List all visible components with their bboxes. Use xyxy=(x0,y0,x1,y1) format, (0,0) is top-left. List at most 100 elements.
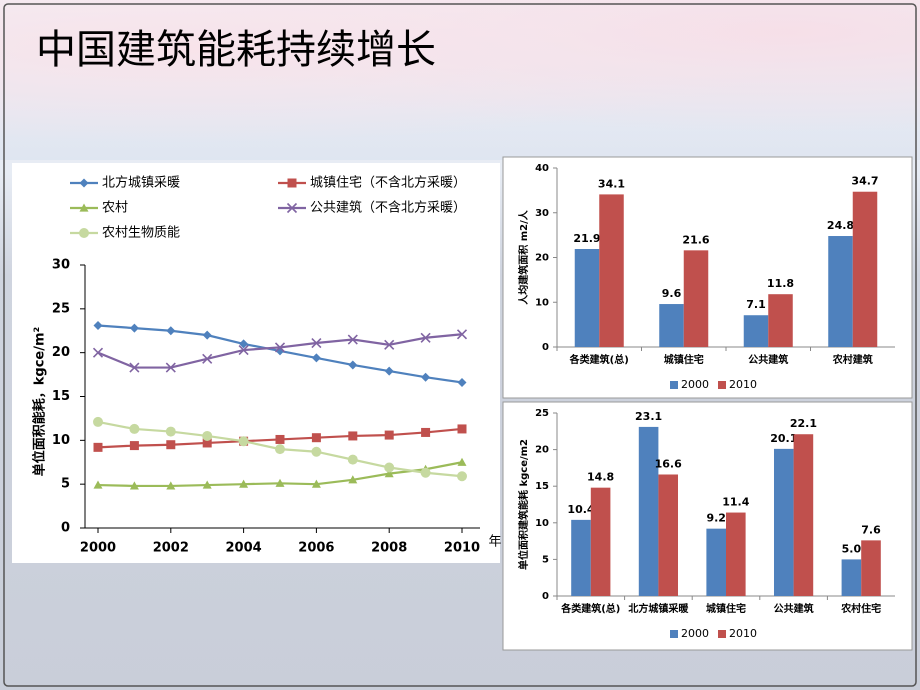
bar xyxy=(852,191,878,347)
marker xyxy=(457,457,467,466)
y-tick-label: 20 xyxy=(52,345,70,360)
x-tick-label: 2008 xyxy=(371,541,407,556)
bar xyxy=(861,540,881,596)
marker xyxy=(421,427,431,437)
marker xyxy=(384,430,394,440)
bar xyxy=(828,236,853,347)
y-tick-label: 10 xyxy=(535,518,549,529)
y-tick-label: 10 xyxy=(52,433,70,448)
bar xyxy=(768,294,793,347)
marker xyxy=(129,481,139,490)
y-tick-label: 20 xyxy=(535,253,549,264)
legend-label: 城镇住宅（不含北方采暖） xyxy=(310,175,466,191)
marker xyxy=(129,323,139,333)
marker xyxy=(311,433,321,443)
marker xyxy=(348,360,358,370)
marker xyxy=(311,479,321,488)
bar xyxy=(659,304,684,347)
x-tick-label: 城镇住宅 xyxy=(706,602,746,615)
x-tick-label: 农村住宅 xyxy=(840,602,881,615)
marker xyxy=(166,481,176,490)
marker xyxy=(129,423,140,434)
bar xyxy=(658,474,679,596)
y-tick-label: 10 xyxy=(535,297,549,308)
marker xyxy=(384,469,394,478)
value-label: 23.1 xyxy=(635,410,662,423)
slide-title: 中国建筑能耗持续增长 xyxy=(36,27,436,73)
legend-label: 农村生物质能 xyxy=(102,226,180,241)
marker xyxy=(384,366,394,376)
value-label: 14.8 xyxy=(587,471,614,484)
value-label: 11.8 xyxy=(767,277,794,290)
marker xyxy=(238,344,249,356)
y-tick-label: 15 xyxy=(535,481,549,492)
x-tick-label: 2004 xyxy=(226,541,262,556)
bar xyxy=(773,448,794,596)
legend-label: 2010 xyxy=(729,627,757,640)
value-label: 7.6 xyxy=(861,523,881,536)
value-label: 24.8 xyxy=(827,219,854,232)
bar xyxy=(590,487,611,596)
x-tick-label: 北方城镇采暖 xyxy=(628,602,689,615)
marker xyxy=(457,377,467,387)
y-tick-label: 20 xyxy=(535,445,549,456)
y-tick-label: 0 xyxy=(542,342,549,353)
legend-swatch xyxy=(718,630,726,638)
value-label: 34.1 xyxy=(598,177,625,190)
bar xyxy=(706,528,726,596)
y-axis-title: 人均建筑面积 m2/人 xyxy=(517,209,530,305)
marker xyxy=(129,362,140,373)
marker xyxy=(286,202,298,214)
value-label: 20.1 xyxy=(770,432,797,445)
legend-label: 农村 xyxy=(102,201,128,216)
marker xyxy=(239,479,249,488)
bar xyxy=(574,248,600,347)
y-tick-label: 40 xyxy=(535,163,549,174)
marker xyxy=(238,436,249,447)
value-label: 16.6 xyxy=(655,457,682,470)
marker xyxy=(275,444,285,455)
legend-label: 2000 xyxy=(681,378,709,391)
y-tick-label: 25 xyxy=(52,301,70,316)
marker xyxy=(348,431,358,441)
value-label: 34.7 xyxy=(851,175,878,188)
marker xyxy=(347,454,358,465)
value-label: 7.1 xyxy=(746,298,766,311)
slide-frame xyxy=(3,3,917,687)
marker xyxy=(420,467,431,478)
value-label: 21.9 xyxy=(573,232,600,245)
x-axis-title: 年 xyxy=(488,535,501,550)
marker xyxy=(202,438,212,448)
bar xyxy=(841,559,862,596)
bar xyxy=(599,194,624,347)
marker xyxy=(166,326,176,336)
marker xyxy=(287,178,297,188)
marker xyxy=(348,475,358,484)
legend-swatch xyxy=(718,381,726,389)
bar xyxy=(793,434,814,596)
marker xyxy=(92,347,104,358)
x-tick-label: 2000 xyxy=(80,541,116,556)
marker xyxy=(165,362,176,373)
x-tick-label: 2002 xyxy=(153,541,189,556)
x-tick-label: 农村建筑 xyxy=(832,353,873,366)
marker xyxy=(456,329,468,340)
marker xyxy=(457,424,467,434)
bar xyxy=(571,519,591,596)
bar xyxy=(726,512,746,596)
legend-label: 2000 xyxy=(681,627,709,640)
panel xyxy=(502,401,913,651)
marker xyxy=(202,480,212,489)
legend-swatch xyxy=(670,381,678,389)
y-tick-label: 30 xyxy=(52,258,70,273)
marker xyxy=(275,434,285,444)
x-tick-label: 各类建筑(总) xyxy=(569,353,629,366)
marker xyxy=(275,478,285,487)
marker xyxy=(93,320,103,330)
marker xyxy=(129,441,139,451)
x-tick-label: 公共建筑 xyxy=(774,602,814,615)
marker xyxy=(420,332,431,343)
value-label: 9.2 xyxy=(706,512,726,525)
